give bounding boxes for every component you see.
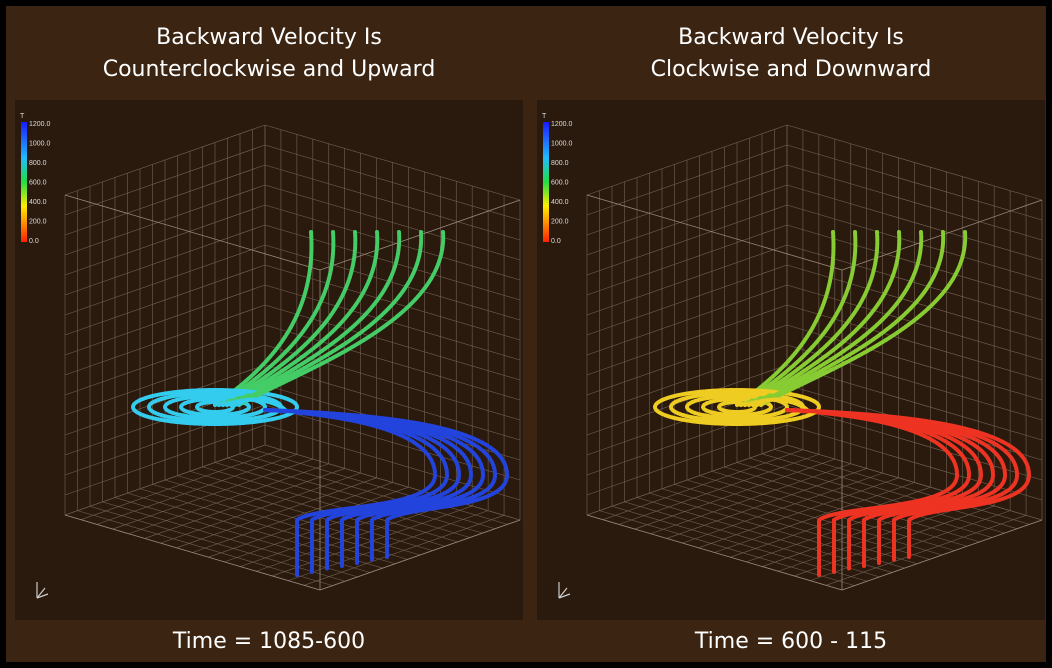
spiral-loop — [685, 394, 789, 420]
grid-line — [661, 488, 918, 565]
streamline-lower — [785, 408, 1032, 559]
spiral-loop — [131, 388, 299, 426]
grid-line — [64, 364, 266, 436]
panel: Backward Velocity Is Counterclockwise and… — [15, 25, 523, 654]
streamline-upper — [759, 230, 968, 407]
streamlines — [653, 230, 1032, 577]
colorbar-tick-label: 600.0 — [29, 179, 47, 186]
grid-line — [586, 364, 788, 436]
spiral-loop — [179, 397, 251, 417]
grid-line — [624, 501, 880, 578]
colorbar-tick-label: 0.0 — [551, 238, 561, 245]
grid-line — [152, 484, 408, 560]
colorbar-tick-label: 1200.0 — [29, 121, 51, 128]
cube-edge — [586, 194, 843, 271]
streamline-lower — [263, 408, 510, 559]
grid-line — [64, 284, 266, 356]
colorbar-tick-label: 1000.0 — [29, 140, 51, 147]
axis-line — [558, 587, 568, 599]
streamline-upper — [233, 230, 424, 407]
colorbar-tick-label: 400.0 — [29, 199, 47, 206]
grid-line — [64, 304, 266, 376]
grid-line — [89, 505, 346, 582]
grid-line — [64, 324, 266, 396]
colorbar-tick-label: 200.0 — [29, 218, 47, 225]
grid-line — [192, 482, 393, 553]
grid-line — [77, 510, 333, 586]
colorbar-tick-label: 400.0 — [551, 199, 569, 206]
grid-line — [786, 324, 1043, 401]
grid-line — [599, 510, 855, 586]
cube-edge — [841, 519, 1043, 591]
streamlines — [131, 230, 510, 577]
panel-title: Counterclockwise and Upward — [103, 57, 436, 82]
cube-edge — [64, 194, 321, 271]
colorbar-label: T — [542, 113, 547, 120]
grid-line — [139, 488, 396, 565]
spiral-loop — [717, 400, 757, 414]
grid-line — [64, 424, 266, 496]
grid-line — [674, 484, 930, 560]
panel-title: Backward Velocity Is — [678, 25, 904, 50]
spiral-loop — [163, 394, 267, 420]
colorbar-tick-label: 800.0 — [551, 160, 569, 167]
streamline-middle — [237, 397, 287, 412]
grid-line — [714, 482, 915, 553]
colorbar-tick-label: 0.0 — [29, 238, 39, 245]
cube-edge — [586, 514, 843, 591]
axis-line — [36, 593, 49, 599]
streamline-upper — [237, 230, 446, 407]
axis-triad — [36, 582, 49, 599]
grid-line — [208, 486, 409, 558]
panel: Backward Velocity Is Clockwise and Downwa… — [537, 25, 1045, 654]
grid-line — [264, 404, 521, 481]
colorbar-tick-label: 600.0 — [551, 179, 569, 186]
grid-line — [786, 404, 1043, 481]
grid-line — [586, 424, 788, 496]
grid-line — [264, 324, 521, 401]
spiral-loop — [701, 397, 773, 417]
colorbar — [543, 122, 549, 242]
panel-title: Backward Velocity Is — [156, 25, 382, 50]
grid-line — [786, 344, 1043, 421]
cube-edge — [64, 514, 321, 591]
grid-line — [586, 344, 788, 416]
grid-line — [786, 304, 1043, 381]
axis-line — [36, 587, 46, 599]
grid-line — [586, 324, 788, 396]
time-label: Time = 1085-600 — [172, 629, 365, 654]
streamline-middle — [759, 397, 809, 412]
colorbar-label: T — [20, 113, 25, 120]
cube-edge — [319, 519, 521, 591]
colorbar-tick-label: 1200.0 — [551, 121, 573, 128]
grid-line — [303, 515, 505, 586]
axis-triad — [558, 582, 571, 599]
spiral-loop — [195, 400, 235, 414]
colorbar — [21, 122, 27, 242]
grid-line — [102, 501, 358, 578]
colorbar-tick-label: 800.0 — [29, 160, 47, 167]
grid-line — [264, 344, 521, 421]
grid-line — [264, 304, 521, 381]
grid-line — [586, 284, 788, 356]
panel-title: Clockwise and Downward — [651, 57, 932, 82]
colorbar-tick-label: 200.0 — [551, 218, 569, 225]
spiral-loop — [653, 388, 821, 426]
grid-line — [586, 304, 788, 376]
time-label: Time = 600 - 115 — [694, 629, 887, 654]
grid-line — [64, 344, 266, 416]
grid-line — [611, 505, 868, 582]
grid-line — [264, 364, 521, 441]
grid-line — [730, 486, 931, 558]
grid — [64, 124, 521, 591]
grid-line — [786, 364, 1043, 441]
grid-line — [825, 515, 1027, 586]
colorbar-tick-label: 1000.0 — [551, 140, 573, 147]
streamline-upper — [755, 230, 946, 407]
axis-line — [558, 593, 571, 599]
